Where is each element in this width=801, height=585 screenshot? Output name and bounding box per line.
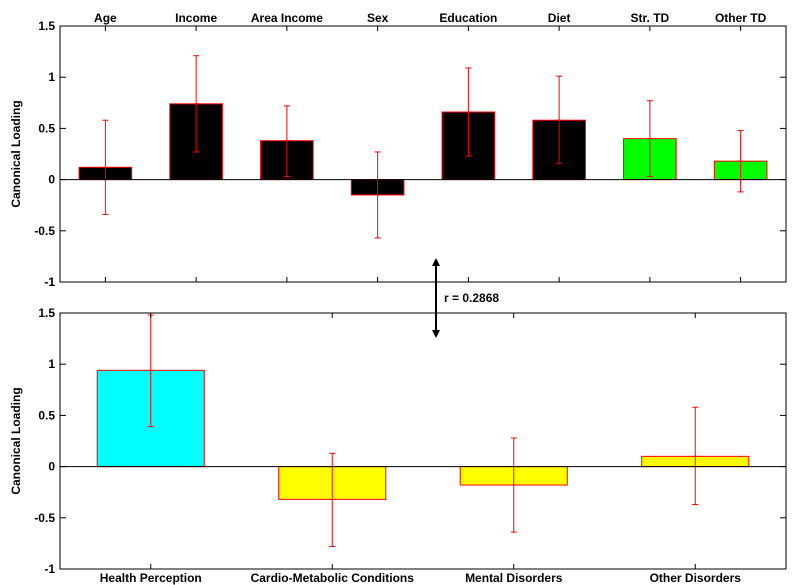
category-label: Other TD [715,11,767,25]
y-tick-label: -0.5 [34,511,55,525]
category-label: Diet [548,11,571,25]
axes-box [59,312,787,570]
y-tick-label: 1 [48,357,55,371]
category-label: Mental Disorders [465,571,563,585]
y-tick-label: 0 [48,460,55,474]
y-tick-label: 1.5 [38,19,55,33]
y-tick-label: 1.5 [38,306,55,320]
y-tick-label: -0.5 [34,224,55,238]
category-label: Cardio-Metabolic Conditions [251,571,415,585]
category-label: Sex [367,11,389,25]
category-label: Str. TD [631,11,670,25]
axes-box [59,25,787,283]
y-tick-label: 0.5 [38,408,55,422]
top-panel: -1 -0.5 0 0.5 1 1.5 Canonical Loading Age Income… [9,11,787,289]
category-label: Income [175,11,217,25]
category-label: Health Perception [100,571,202,585]
y-axis-label: Canonical Loading [9,100,23,207]
category-label: Area Income [251,11,323,25]
category-label: Education [439,11,497,25]
y-axis-label: Canonical Loading [9,387,23,494]
y-tick-label: 0 [48,173,55,187]
category-label: Age [94,11,117,25]
y-tick-label: 1 [48,70,55,84]
correlation-label: r = 0.2868 [444,291,499,305]
category-label: Other Disorders [650,571,742,585]
y-tick-label: -1 [44,562,55,576]
y-tick-label: 0.5 [38,121,55,135]
y-tick-label: -1 [44,275,55,289]
bottom-panel: -1 -0.5 0 0.5 1 1.5 Canonical Loading Health Pe… [9,306,787,585]
